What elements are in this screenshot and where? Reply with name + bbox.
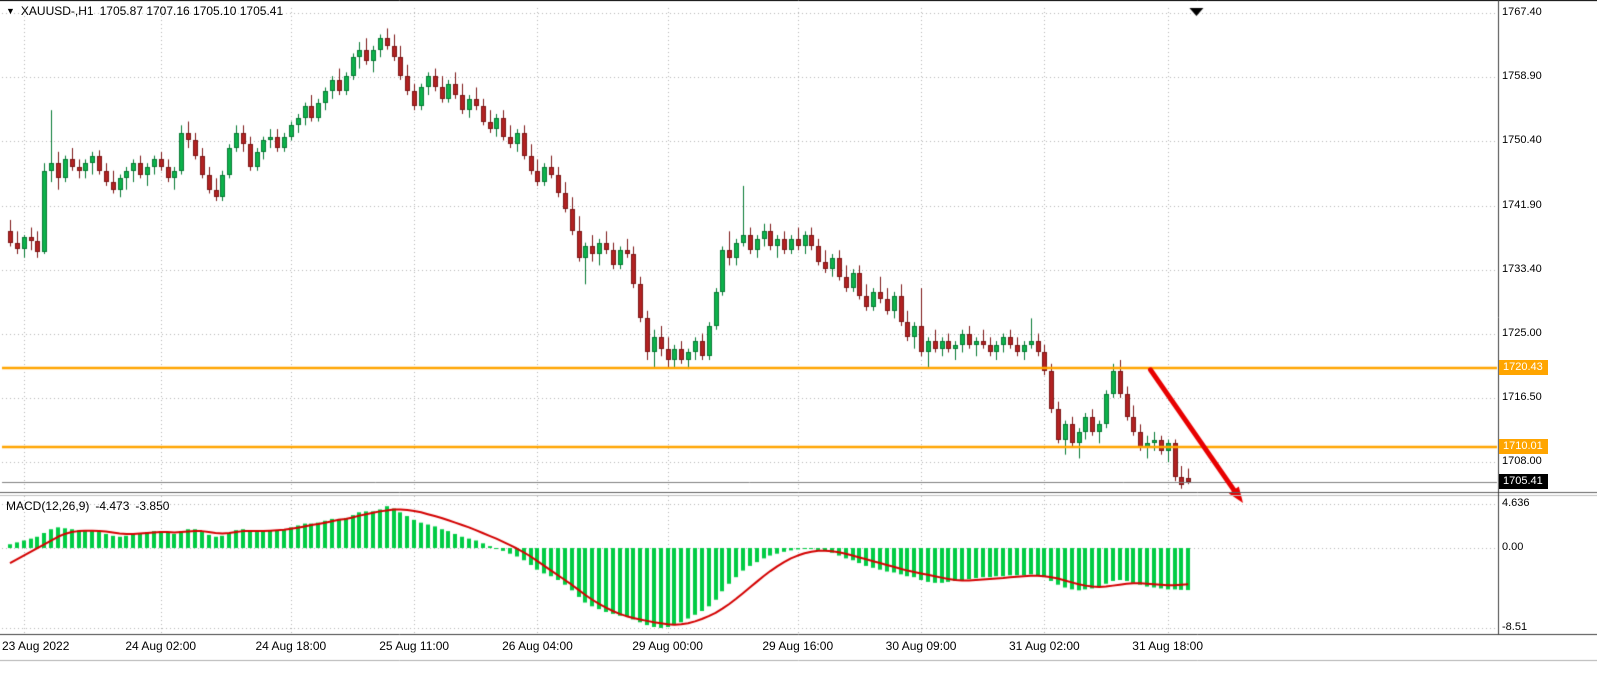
symbol-dropdown-icon[interactable]: ▼ bbox=[6, 6, 15, 16]
time-label: 24 Aug 02:00 bbox=[125, 639, 197, 653]
time-label: 29 Aug 16:00 bbox=[762, 639, 834, 653]
macd-signal-value: -3.850 bbox=[135, 499, 170, 513]
hline-price-tag: 1710.01 bbox=[1499, 439, 1548, 454]
time-label: 31 Aug 18:00 bbox=[1132, 639, 1204, 653]
macd-indicator-label: MACD(12,26,9) -4.473 -3.850 bbox=[6, 499, 169, 513]
time-label: 31 Aug 02:00 bbox=[1008, 639, 1080, 653]
macd-scale-label: 0.00 bbox=[1502, 541, 1524, 554]
ohlc-values: 1705.87 1707.16 1705.10 1705.41 bbox=[99, 4, 284, 18]
hline-price-tag: 1720.43 bbox=[1499, 360, 1548, 376]
symbol-info: ▼ XAUUSD-,H1 1705.87 1707.16 1705.10 170… bbox=[6, 4, 283, 18]
macd-scale-label: -8.51 bbox=[1502, 621, 1528, 634]
time-label: 24 Aug 18:00 bbox=[255, 639, 327, 653]
macd-value: -4.473 bbox=[95, 499, 130, 513]
price-tick-label: 1741.90 bbox=[1502, 198, 1542, 211]
price-tick-label: 1708.00 bbox=[1502, 455, 1542, 468]
price-tick-label: 1767.40 bbox=[1502, 5, 1542, 18]
macd-title: MACD(12,26,9) bbox=[6, 499, 90, 513]
time-label: 25 Aug 11:00 bbox=[379, 639, 450, 653]
time-label: 29 Aug 00:00 bbox=[632, 639, 703, 653]
macd-scale-label: 4.636 bbox=[1502, 497, 1530, 510]
price-tick-label: 1725.00 bbox=[1502, 326, 1542, 339]
time-label: 23 Aug 2022 bbox=[2, 639, 70, 653]
time-label: 30 Aug 09:00 bbox=[885, 639, 957, 653]
price-tick-label: 1750.40 bbox=[1502, 134, 1542, 147]
price-tick-label: 1733.40 bbox=[1502, 262, 1542, 275]
time-label: 26 Aug 04:00 bbox=[502, 639, 573, 653]
current-price-tag: 1705.41 bbox=[1499, 473, 1548, 489]
symbol-name: XAUUSD-,H1 bbox=[20, 4, 94, 18]
price-tick-label: 1716.50 bbox=[1502, 390, 1542, 403]
price-tick-label: 1758.90 bbox=[1502, 69, 1542, 82]
